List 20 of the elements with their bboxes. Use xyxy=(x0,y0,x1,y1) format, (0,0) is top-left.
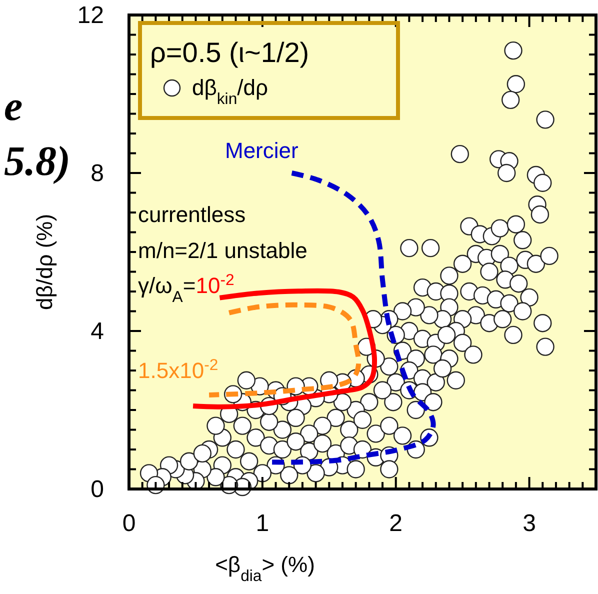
x-tick-label: 0 xyxy=(122,510,136,537)
annotation: γ/ω$_{A}$= xyxy=(138,273,196,306)
legend-title: ρ=0.5 (ι~1/2) xyxy=(150,37,310,68)
x-tick-label: 1 xyxy=(256,510,270,537)
series-label: Mercier xyxy=(225,138,298,163)
text: 5.8) xyxy=(4,139,70,185)
text: e xyxy=(4,84,23,130)
y-tick-label: 12 xyxy=(77,2,104,29)
annotation: m/n=2/1 unstable xyxy=(138,238,308,263)
y-axis-title: dβ/dρ (%) xyxy=(32,214,57,310)
x-axis-title: <β$_{dia}$> (%) xyxy=(215,552,315,584)
y-tick-label: 0 xyxy=(90,476,104,503)
series-label: 1.5x10$^{-2}$ xyxy=(138,356,218,383)
y-tick-label: 8 xyxy=(90,160,104,187)
y-tick-label: 4 xyxy=(90,318,104,345)
x-tick-label: 3 xyxy=(522,510,536,537)
x-tick-label: 2 xyxy=(389,510,403,537)
annotation: currentless xyxy=(138,202,246,227)
legend-label: dβ$_{kin}$/dρ xyxy=(192,75,268,108)
series-label: 10$^{-2}$ xyxy=(196,272,234,298)
